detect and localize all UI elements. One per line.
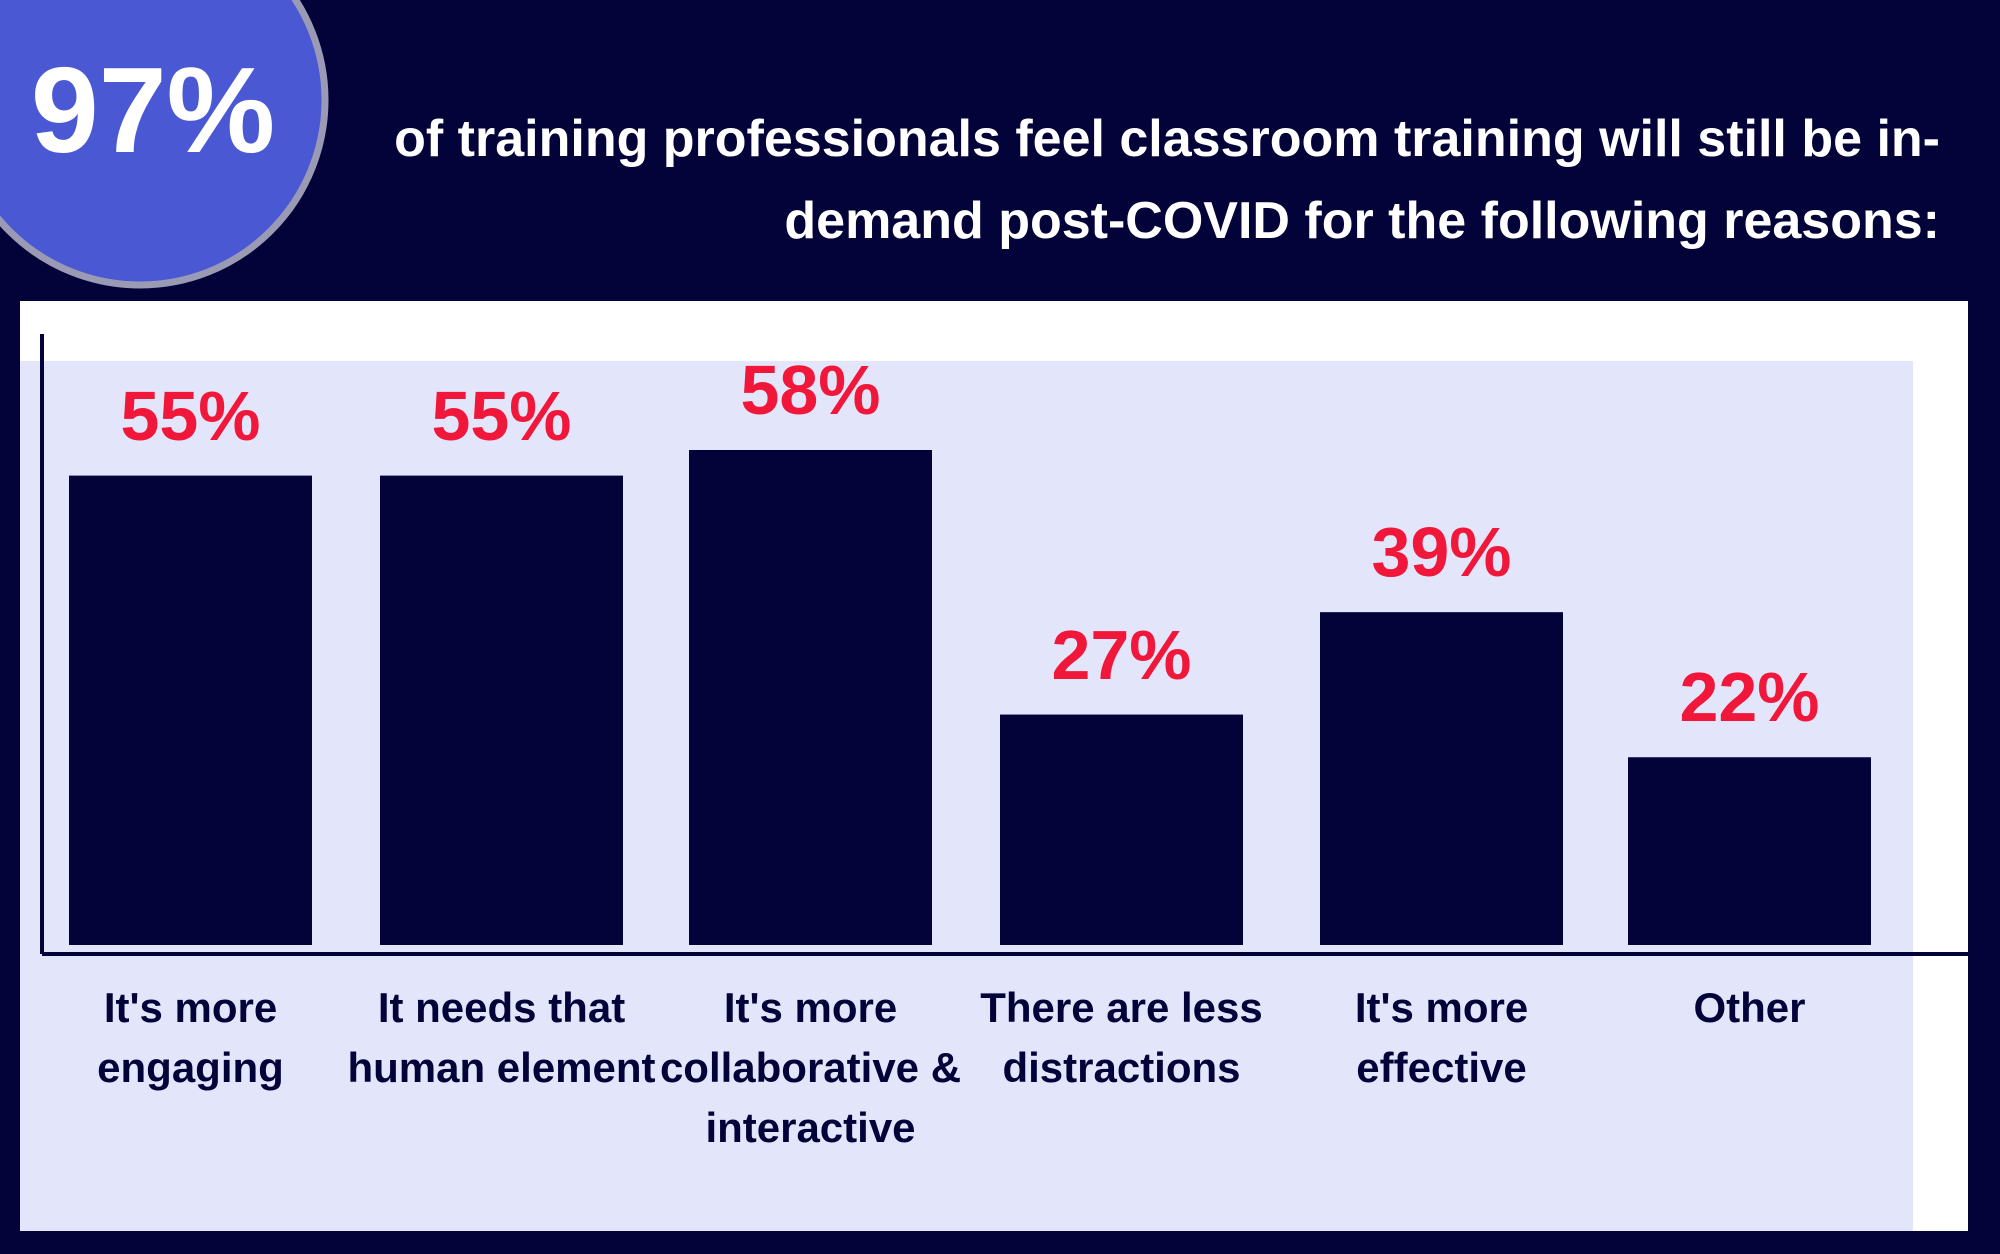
value-label: 39% [1371,513,1512,592]
x-tick-label: It's more effective [1354,984,1529,1091]
bar [1628,757,1871,945]
plot-area [20,361,1913,1231]
value-label: 22% [1679,658,1820,737]
value-label: 27% [1051,615,1192,694]
bar [1000,714,1243,945]
bar [69,475,312,945]
badge-circle [0,0,329,289]
value-label: 55% [120,376,261,455]
bar [380,475,623,945]
bar [1320,612,1563,945]
chart-title: of training professionals feel classroom… [394,110,1940,250]
x-tick-label: Other [1693,984,1806,1031]
bar [689,450,932,945]
badge: 97% [30,42,276,178]
x-tick-label: It needs that human element [347,984,656,1091]
x-tick-label: There are less distractions [980,984,1263,1091]
x-tick-label: It's more collaborative & interactive [659,984,962,1151]
x-tick-label: It's more engaging [97,984,284,1091]
value-label: 55% [431,376,572,455]
value-label: 58% [740,351,881,429]
